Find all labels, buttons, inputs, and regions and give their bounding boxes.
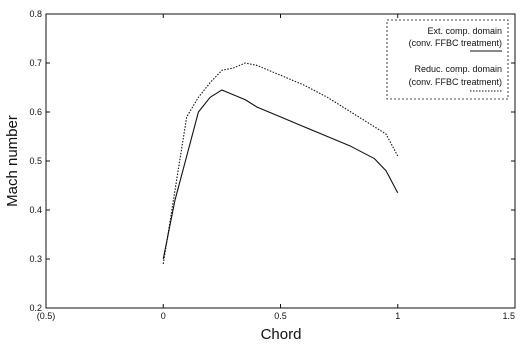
series-layer <box>162 62 399 264</box>
legend-entry-1-line-2: (conv. FFBC treatment) <box>409 38 502 48</box>
x-tick-label: 0 <box>161 311 166 321</box>
x-tick-label: 1.5 <box>502 311 515 321</box>
x-tick-label: 0.5 <box>274 311 287 321</box>
y-tick-label: 0.8 <box>29 9 42 19</box>
legend-box <box>386 19 509 100</box>
y-axis-title: Mach number <box>4 115 21 207</box>
y-tick-label: 0.7 <box>29 58 42 68</box>
y-axis-ticks: 0.2 0.3 0.4 0.5 0.6 0.7 0.8 <box>29 9 515 313</box>
x-axis-ticks: (0.5) 0 0.5 1 1.5 <box>37 14 516 321</box>
y-tick-label: 0.2 <box>29 303 42 313</box>
x-tick-label: (0.5) <box>37 311 56 321</box>
legend-entry-2-line-2: (conv. FFBC treatment) <box>409 77 502 87</box>
legend: Ext. comp. domain (conv. FFBC treatment)… <box>386 19 509 100</box>
series-line-dotted <box>162 62 399 264</box>
legend-entry-2-line-1: Reduc. comp. domain <box>414 64 502 74</box>
x-tick-label: 1 <box>395 311 400 321</box>
series-line-solid <box>162 89 399 260</box>
y-tick-label: 0.5 <box>29 156 42 166</box>
y-tick-label: 0.6 <box>29 107 42 117</box>
x-axis-title: Chord <box>261 326 302 343</box>
legend-entry-1-line-1: Ext. comp. domain <box>427 26 502 36</box>
y-tick-label: 0.4 <box>29 205 42 215</box>
y-tick-label: 0.3 <box>29 254 42 264</box>
